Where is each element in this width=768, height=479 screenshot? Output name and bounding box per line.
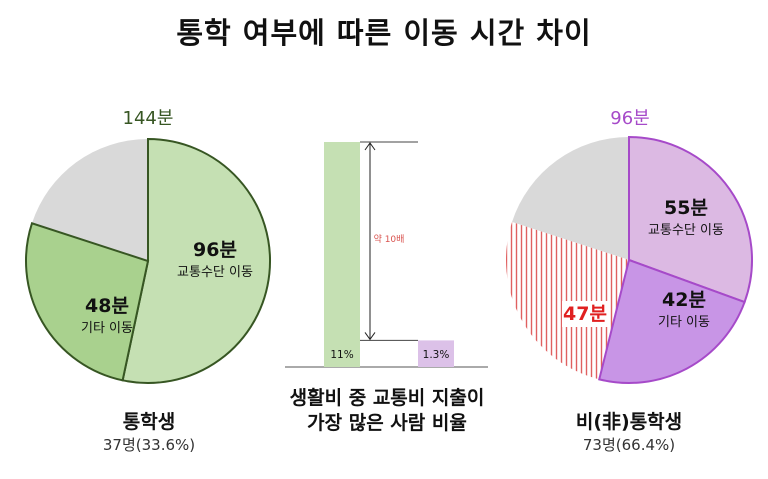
bar-caption-line: 가장 많은 사람 비율 [307,412,467,434]
group-label: 비(非)통학생 [576,411,682,433]
pie-slice-hatched [505,221,629,380]
bar-student [324,142,360,367]
group-label: 통학생 [123,411,175,433]
bar-value-label: 1.3% [423,349,450,361]
slice-name-label: 교통수단 이동 [648,223,724,238]
bar-non-student [418,340,454,367]
bar-caption-line: 생활비 중 교통비 지출이 [290,387,485,409]
pie-slice-remainder [31,139,148,261]
ratio-annotation: 약 10배 [374,233,405,245]
slice-value-label: 47분 [563,303,607,325]
slice-value-label: 48분 [85,295,129,317]
slice-value-label: 55분 [664,197,708,219]
slice-name-label: 교통수단 이동 [177,265,253,280]
pie-total-label: 96분 [610,108,649,129]
arrow-head-up [364,142,376,151]
arrow-head-down [364,332,376,341]
slice-value-label: 96분 [193,239,237,261]
hatched-label-bg [562,301,608,327]
pie-slice-transport [628,135,753,304]
group-caption: 37명(33.6%) [103,436,195,454]
pie-slice-transport [121,137,272,384]
pie-total-label: 144분 [123,108,174,129]
pie-slice-other [598,258,746,384]
slice-value-label: 42분 [662,289,706,311]
slice-name-label: 기타 이동 [658,315,710,330]
slice-name-label: 기타 이동 [81,321,133,336]
pie-slice-other [25,222,150,382]
bar-value-label: 11% [330,349,353,361]
group-caption: 73명(66.4%) [583,436,675,454]
pie-slice-remainder [512,137,629,260]
chart-title: 통학 여부에 따른 이동 시간 차이 [176,16,592,50]
